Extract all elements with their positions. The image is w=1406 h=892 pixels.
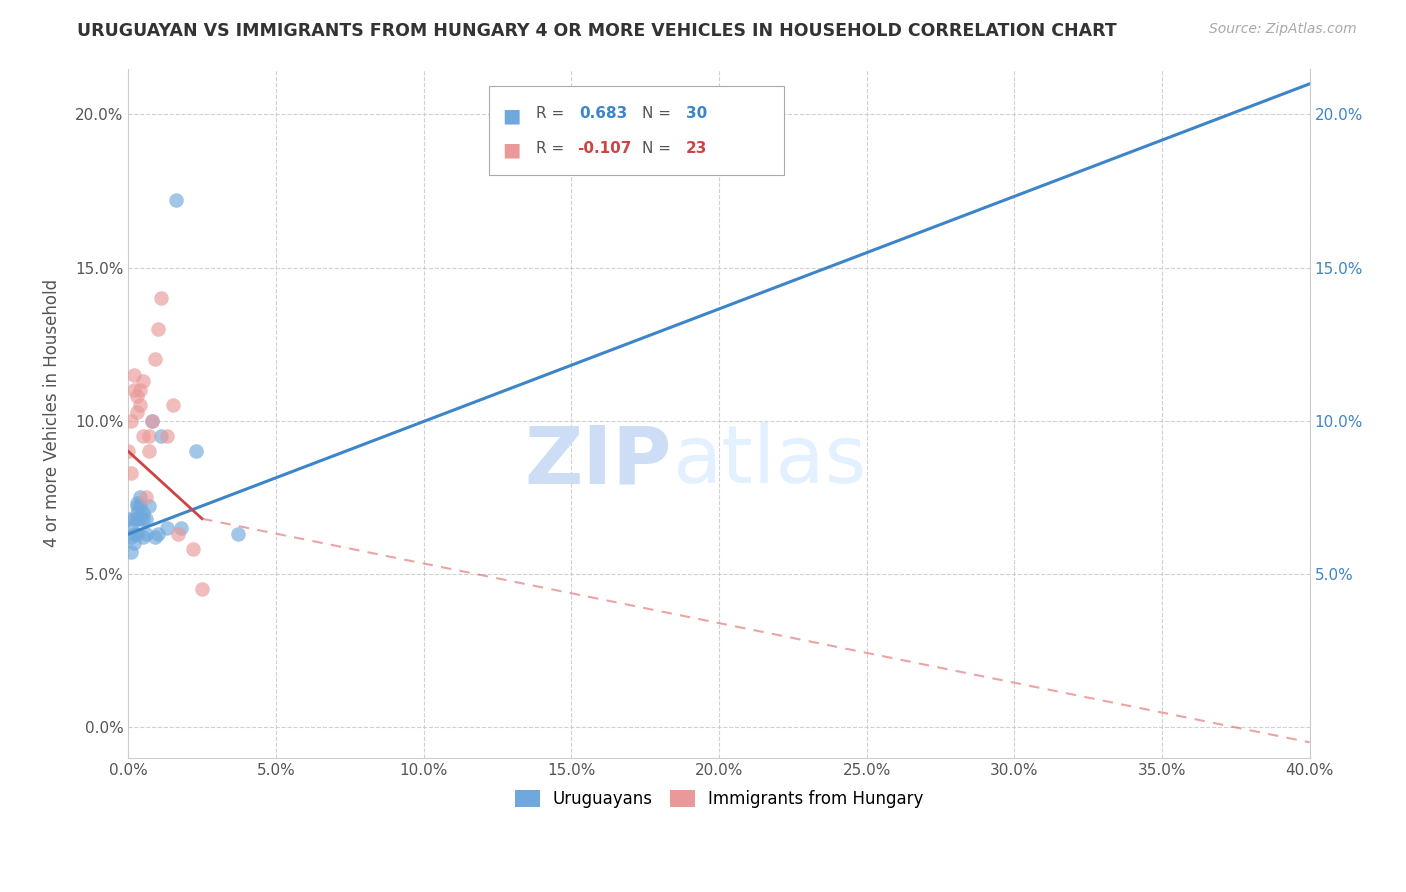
Text: ■: ■ [503,106,522,126]
Immigrants from Hungary [132,374,155,388]
Immigrants from Hungary [132,429,155,443]
Uruguayans [149,429,172,443]
Text: 0.683: 0.683 [579,106,628,121]
Immigrants from Hungary [156,429,179,443]
Immigrants from Hungary [141,414,163,428]
Text: N =: N = [643,141,676,156]
Text: R =: R = [536,141,569,156]
Text: ZIP: ZIP [524,422,672,500]
Immigrants from Hungary [149,291,172,305]
Immigrants from Hungary [146,322,169,336]
Y-axis label: 4 or more Vehicles in Household: 4 or more Vehicles in Household [44,279,60,547]
Immigrants from Hungary [138,429,160,443]
Immigrants from Hungary [117,444,139,458]
Text: Source: ZipAtlas.com: Source: ZipAtlas.com [1209,22,1357,37]
Uruguayans [146,527,169,541]
Uruguayans [138,500,160,514]
Uruguayans [127,512,149,526]
Uruguayans [129,500,152,514]
Uruguayans [132,512,155,526]
Uruguayans [127,496,149,510]
Uruguayans [129,491,152,505]
Text: ■: ■ [503,141,522,160]
Immigrants from Hungary [127,389,149,403]
Immigrants from Hungary [162,399,184,413]
Uruguayans [156,521,179,535]
Legend: Uruguayans, Immigrants from Hungary: Uruguayans, Immigrants from Hungary [508,783,929,814]
Uruguayans [135,512,157,526]
Uruguayans [127,506,149,520]
Text: -0.107: -0.107 [578,141,631,156]
Uruguayans [143,530,166,544]
Uruguayans [120,530,142,544]
Bar [488,86,785,176]
Uruguayans [186,444,208,458]
Uruguayans [120,521,142,535]
Immigrants from Hungary [127,404,149,418]
Uruguayans [132,530,155,544]
Immigrants from Hungary [120,414,142,428]
Immigrants from Hungary [135,491,157,505]
Uruguayans [129,512,152,526]
Immigrants from Hungary [143,352,166,367]
Text: N =: N = [643,106,676,121]
Immigrants from Hungary [129,399,152,413]
Immigrants from Hungary [122,383,145,397]
Immigrants from Hungary [120,466,142,480]
Uruguayans [165,193,187,207]
Uruguayans [127,527,149,541]
Uruguayans [135,527,157,541]
Uruguayans [170,521,193,535]
Uruguayans [120,545,142,559]
Immigrants from Hungary [167,527,190,541]
Uruguayans [122,536,145,550]
Text: atlas: atlas [672,422,866,500]
Immigrants from Hungary [138,444,160,458]
Text: 23: 23 [686,141,707,156]
Uruguayans [141,414,163,428]
Immigrants from Hungary [191,582,214,597]
Uruguayans [122,527,145,541]
Uruguayans [132,506,155,520]
Text: URUGUAYAN VS IMMIGRANTS FROM HUNGARY 4 OR MORE VEHICLES IN HOUSEHOLD CORRELATION: URUGUAYAN VS IMMIGRANTS FROM HUNGARY 4 O… [77,22,1118,40]
Uruguayans [226,527,249,541]
Uruguayans [127,500,149,514]
Uruguayans [122,512,145,526]
Text: 30: 30 [686,106,707,121]
Immigrants from Hungary [129,383,152,397]
Immigrants from Hungary [122,368,145,382]
Immigrants from Hungary [181,542,204,557]
Text: R =: R = [536,106,569,121]
Uruguayans [117,512,139,526]
